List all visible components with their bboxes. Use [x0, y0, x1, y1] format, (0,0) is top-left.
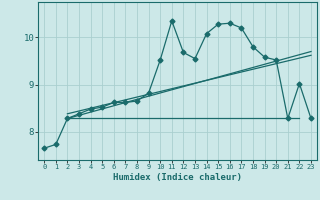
X-axis label: Humidex (Indice chaleur): Humidex (Indice chaleur): [113, 173, 242, 182]
